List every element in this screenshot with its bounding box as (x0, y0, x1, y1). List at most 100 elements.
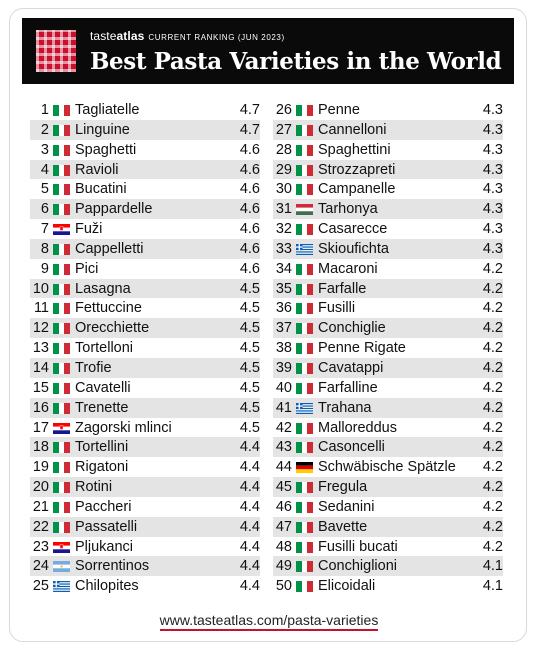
rank-number: 41 (275, 399, 292, 416)
rating-score: 4.3 (482, 181, 503, 198)
list-item: 43 Casoncelli 4.2 (273, 437, 503, 458)
pasta-name: Trenette (75, 399, 129, 416)
rank-number: 2 (40, 121, 49, 138)
list-item: 7 Fuži 4.6 (30, 219, 260, 239)
rank-number: 47 (275, 518, 292, 535)
footer-url[interactable]: www.tasteatlas.com/pasta-varieties (0, 612, 538, 631)
rank-number: 15 (32, 379, 49, 396)
rank-number: 31 (275, 201, 292, 218)
list-item: 45 Fregula 4.2 (273, 477, 503, 497)
pasta-name: Bucatini (75, 181, 127, 198)
rating-score: 4.5 (239, 320, 260, 337)
rating-score: 4.2 (482, 300, 503, 317)
pasta-name: Bavette (318, 518, 368, 535)
rating-score: 4.4 (239, 538, 260, 555)
rank-number: 22 (32, 518, 49, 535)
rank-number: 28 (275, 141, 292, 158)
pasta-name: Spaghetti (75, 141, 137, 158)
brand-regular: taste (90, 29, 117, 43)
pasta-name: Rotini (75, 479, 113, 496)
rating-score: 4.3 (482, 221, 503, 238)
pasta-name: Trahana (318, 399, 372, 416)
rank-number: 27 (275, 121, 292, 138)
pasta-name: Chilopites (75, 578, 139, 595)
rank-number: 14 (32, 359, 49, 376)
pasta-name: Fusilli bucati (318, 538, 398, 555)
pasta-name: Penne Rigate (318, 340, 406, 357)
pasta-name: Farfalline (318, 379, 378, 396)
source-link[interactable]: www.tasteatlas.com/pasta-varieties (159, 612, 379, 631)
rank-number: 9 (40, 260, 49, 277)
rank-number: 45 (275, 479, 292, 496)
brand-logo: tasteatlas (90, 29, 144, 43)
rating-score: 4.2 (482, 479, 503, 496)
rating-score: 4.1 (482, 558, 503, 575)
pasta-name: Fettuccine (75, 300, 142, 317)
ranking-date: CURRENT RANKING (JUN 2023) (148, 33, 285, 42)
rating-score: 4.6 (239, 161, 260, 178)
list-item: 46 Sedanini 4.2 (273, 497, 503, 517)
rating-score: 4.6 (239, 260, 260, 277)
rating-score: 4.5 (239, 340, 260, 357)
rating-score: 4.3 (482, 121, 503, 138)
rating-score: 4.7 (239, 121, 260, 138)
pasta-name: Casarecce (318, 221, 388, 238)
pasta-name: Fuži (75, 221, 103, 238)
rank-number: 7 (40, 221, 49, 238)
rating-score: 4.2 (482, 439, 503, 456)
list-item: 40 Farfalline 4.2 (273, 378, 503, 398)
pasta-name: Farfalle (318, 280, 367, 297)
rank-number: 44 (275, 459, 292, 476)
rating-score: 4.4 (239, 479, 260, 496)
rank-number: 20 (32, 479, 49, 496)
rating-score: 4.3 (482, 102, 503, 118)
rank-number: 35 (275, 280, 292, 297)
rank-number: 32 (275, 221, 292, 238)
rank-number: 23 (32, 538, 49, 555)
rating-score: 4.5 (239, 399, 260, 416)
rating-score: 4.5 (239, 419, 260, 436)
pasta-name: Elicoidali (318, 578, 376, 595)
rank-number: 17 (32, 419, 49, 436)
pasta-name: Paccheri (75, 498, 132, 515)
rating-score: 4.5 (239, 359, 260, 376)
pasta-name: Sedanini (318, 498, 375, 515)
rank-number: 43 (275, 439, 292, 456)
rating-score: 4.3 (482, 161, 503, 178)
pasta-name: Tarhonya (318, 201, 378, 218)
rating-score: 4.5 (239, 379, 260, 396)
list-item: 21 Paccheri 4.4 (30, 497, 260, 517)
list-item: 41 Trahana 4.2 (273, 397, 503, 418)
header-banner: tasteatlas CURRENT RANKING (JUN 2023) Bes… (22, 18, 514, 84)
ranking-column-right: 26 Penne 4.3 27 Cannelloni 4.3 28 Spaghettini 4.… (273, 100, 503, 596)
rank-number: 49 (275, 558, 292, 575)
list-item: 50 Elicoidali 4.1 (273, 576, 503, 596)
list-item: 31 Tarhonya 4.3 (273, 199, 503, 220)
pasta-name: Cavatappi (318, 359, 384, 376)
rank-number: 46 (275, 498, 292, 515)
list-item: 27 Cannelloni 4.3 (273, 119, 503, 140)
list-item: 28 Spaghettini 4.3 (273, 140, 503, 160)
list-item: 16 Trenette 4.5 (30, 397, 260, 418)
list-item: 47 Bavette 4.2 (273, 516, 503, 537)
list-item: 29 Strozzapreti 4.3 (273, 159, 503, 180)
rank-number: 42 (275, 419, 292, 436)
pasta-name: Macaroni (318, 260, 378, 277)
rating-score: 4.2 (482, 538, 503, 555)
ranking-column-left: 1 Tagliatelle 4.7 2 Linguine 4.7 3 Spaghetti 4.6… (30, 100, 260, 596)
list-item: 37 Conchiglie 4.2 (273, 318, 503, 339)
pasta-name: Fusilli (318, 300, 356, 317)
rating-score: 4.2 (482, 419, 503, 436)
rank-number: 11 (33, 300, 49, 317)
list-item: 35 Farfalle 4.2 (273, 278, 503, 299)
list-item: 20 Rotini 4.4 (30, 477, 260, 497)
rating-score: 4.2 (482, 459, 503, 476)
rank-number: 3 (40, 141, 49, 158)
rank-number: 1 (40, 102, 49, 118)
pasta-name: Pljukanci (75, 538, 134, 555)
list-item: 9 Pici 4.6 (30, 259, 260, 279)
tablecloth-logo-icon (36, 30, 76, 72)
rank-number: 19 (32, 459, 49, 476)
pasta-name: Sorrentinos (75, 558, 150, 575)
list-item: 6 Pappardelle 4.6 (30, 199, 260, 220)
